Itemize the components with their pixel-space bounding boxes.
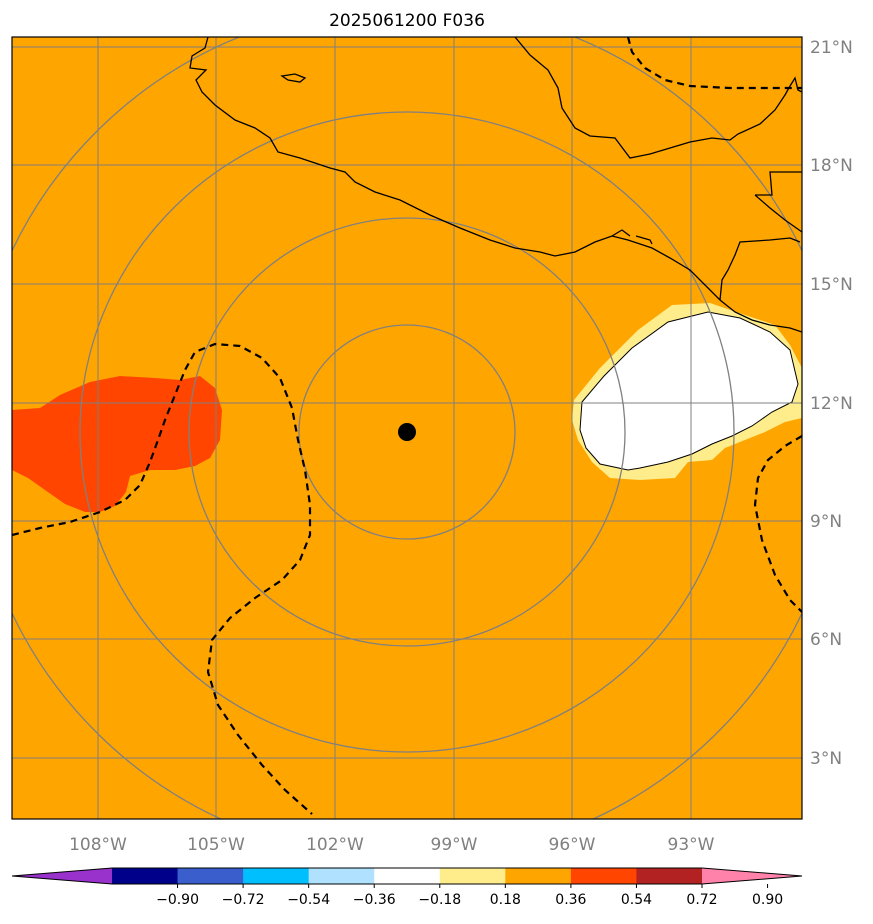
colorbar-bin (636, 868, 703, 884)
colorbar-tick-label: −0.18 (418, 892, 461, 908)
colorbar-bin (112, 868, 179, 884)
colorbar-tick-label: 0.18 (490, 892, 521, 908)
map-frame (11, 36, 803, 820)
colorbar-tick-label: −0.90 (156, 892, 199, 908)
dashed-contours (12, 37, 802, 815)
storm-center-marker (398, 423, 416, 441)
range-ring (79, 111, 735, 753)
coastlines (189, 37, 802, 333)
colorbar-outline (11, 867, 803, 885)
lat-label: 6°N (810, 630, 842, 650)
lat-label: 3°N (810, 749, 842, 769)
colorbar-tick-label: 0.90 (752, 892, 783, 908)
colorbar-tick-label: 0.72 (686, 892, 717, 908)
map-panel (11, 36, 803, 820)
colorbar: −0.90 −0.72 −0.54 −0.36 −0.18 0.18 0.36 0.54 0.7… (11, 867, 803, 908)
contour-line-west (12, 342, 313, 815)
small-bay-outline (611, 229, 653, 245)
longitude-labels: 108°W 105°W 102°W 99°W 96°W 93°W (69, 835, 715, 855)
colorbar-bin (570, 868, 637, 884)
lon-label: 102°W (306, 835, 364, 855)
colorbar-tick-label: −0.54 (287, 892, 330, 908)
yucatan-coastline (789, 76, 802, 93)
colorbar-tick-label: −0.36 (353, 892, 396, 908)
graticule (12, 37, 802, 819)
range-rings (12, 37, 802, 819)
range-ring (188, 217, 626, 647)
mexico-pacific-coastline (189, 37, 802, 333)
lat-label: 18°N (810, 156, 853, 176)
island-outline (280, 73, 307, 83)
lat-label: 12°N (810, 394, 853, 414)
lat-label: 9°N (810, 512, 842, 532)
colorbar-bin (308, 868, 375, 884)
lon-label: 96°W (549, 835, 596, 855)
latitude-labels: 21°N 18°N 15°N 12°N 9°N 6°N 3°N (810, 38, 853, 769)
colorbar-bin (505, 868, 572, 884)
colorbar-tick-label: −0.72 (222, 892, 265, 908)
colorbar-bin (243, 868, 310, 884)
colorbar-tick-label: 0.54 (621, 892, 652, 908)
range-ring (298, 324, 516, 540)
contour-line-north (626, 37, 802, 90)
lon-label: 99°W (431, 835, 478, 855)
lon-label: 108°W (69, 835, 127, 855)
colorbar-tick-label: 0.36 (555, 892, 586, 908)
colorbar-bin (439, 868, 506, 884)
central-america-border (719, 171, 802, 301)
mexico-gulf-coastline (514, 37, 791, 159)
colorbar-bin (374, 868, 441, 884)
colorbar-extend-high (702, 868, 802, 884)
lon-label: 93°W (668, 835, 715, 855)
low-value-region-inner (579, 311, 799, 471)
lat-label: 15°N (810, 275, 853, 295)
contour-line-east (753, 435, 802, 613)
lon-label: 105°W (187, 835, 245, 855)
lat-label: 21°N (810, 38, 853, 58)
figure-title: 2025061200 F036 (329, 11, 485, 31)
colorbar-bin (177, 868, 244, 884)
colorbar-extend-low (12, 868, 112, 884)
